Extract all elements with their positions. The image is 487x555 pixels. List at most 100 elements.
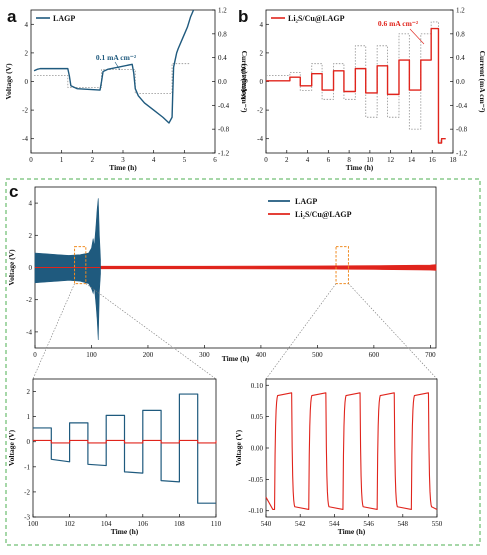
x-tick-label: 16	[429, 156, 437, 164]
connector-right-1	[265, 283, 337, 380]
plot-frame	[265, 9, 454, 154]
y-tick-label: -2	[26, 296, 32, 304]
x-tick-label: 2	[91, 156, 95, 164]
highlight-box-1	[74, 246, 87, 285]
y-tick-label: 2	[27, 388, 31, 396]
legend-label-lagp: LAGP	[53, 14, 75, 23]
connector-right-2	[348, 283, 438, 380]
x-tick-label: 550	[432, 520, 443, 528]
x-tick-label: 5	[183, 156, 187, 164]
x-tick-label: 10	[366, 156, 374, 164]
y-tick-label: 0.10	[251, 382, 264, 390]
zoom-connector-lines	[32, 283, 438, 380]
x-tick-label: 300	[199, 351, 210, 359]
y-tick-label: -3	[24, 514, 30, 522]
lagp-zoom-line	[33, 393, 216, 504]
y2-tick-label: 0.0	[218, 78, 227, 86]
y-tick-label: 0	[25, 78, 29, 86]
y-axis-label: Voltage (V)	[234, 429, 243, 466]
annotation-pointer-a	[114, 61, 121, 71]
panel-a: 0 1 2 3 4 5 6 -4 -2 0 2 4 Time (h) Voltage (V) -1.2 -0.…	[4, 7, 249, 173]
annotation-current-b: 0.6 mA cm⁻²	[378, 19, 419, 28]
y-tick-label: -4	[22, 135, 28, 143]
li2s-zoom-line	[265, 392, 438, 511]
y2-tick-label: -1.2	[218, 150, 230, 158]
y-axis-label: Voltage (V)	[239, 63, 248, 100]
annotation-current-a: 0.1 mA cm⁻²	[96, 53, 137, 62]
y2-tick-label: 1.2	[218, 7, 227, 15]
connector-left-2	[85, 283, 217, 380]
x-tick-label: 110	[211, 520, 222, 528]
x-axis-label: Time (h)	[111, 527, 139, 536]
y-tick-label: 0	[27, 438, 31, 446]
x-tick-label: 104	[101, 520, 112, 528]
x-tick-label: 500	[312, 351, 323, 359]
x-tick-label: 600	[369, 351, 380, 359]
y-axis-label: Voltage (V)	[7, 429, 16, 466]
y-tick-label: 1	[27, 413, 31, 421]
x-tick-label: 2	[285, 156, 289, 164]
x-tick-label: 12	[387, 156, 395, 164]
y-tick-label: 2	[260, 49, 264, 57]
y-tick-label: 4	[25, 21, 29, 29]
x-axis-label: Time (h)	[222, 354, 250, 363]
y-tick-label: 2	[29, 232, 33, 240]
annotation-pointer-b	[409, 28, 425, 45]
lagp-series-line	[33, 9, 195, 124]
y2-tick-label: -0.8	[218, 126, 230, 134]
x-tick-label: 542	[295, 520, 306, 528]
panel-c-inset-right: 540 542 544 546 548 550 -0.10 -0.05 0.00 0.05 0.10…	[234, 378, 443, 536]
x-tick-label: 548	[398, 520, 409, 528]
y-tick-label: -2	[22, 107, 28, 115]
x-tick-label: 102	[64, 520, 75, 528]
x-tick-label: 700	[425, 351, 436, 359]
panel-label-a: a	[7, 7, 17, 26]
x-axis-label: Time (h)	[109, 163, 137, 172]
x-tick-label: 108	[174, 520, 185, 528]
y-tick-label: -0.10	[248, 507, 263, 515]
y2-tick-label: -0.4	[456, 102, 468, 110]
y-tick-label: -4	[257, 135, 263, 143]
x-tick-label: 106	[138, 520, 149, 528]
x-tick-label: 6	[213, 156, 217, 164]
y2-tick-label: 1.2	[456, 7, 465, 15]
y2-tick-label: -0.4	[218, 102, 230, 110]
panel-label-b: b	[238, 7, 248, 26]
x-tick-label: 0	[264, 156, 268, 164]
y-tick-label: 0	[29, 264, 33, 272]
y-tick-label: 4	[29, 200, 33, 208]
plot-frame	[32, 378, 217, 518]
y-tick-label: 0.05	[251, 413, 264, 421]
x-tick-label: 100	[28, 520, 39, 528]
x-tick-label: 0	[33, 351, 37, 359]
y-tick-label: -0.05	[248, 476, 263, 484]
y2-tick-label: 0.4	[218, 54, 227, 62]
panel-c-inset-left: 100 102 104 106 108 110 -3 -2 -1 0 1 2 Time (h) Volta…	[7, 378, 222, 536]
y2-tick-label: 0.8	[456, 30, 465, 38]
y2-axis-label: Current (mA cm⁻²)	[478, 51, 487, 113]
li2s-zoom-line	[33, 439, 217, 444]
x-axis-label: Time (h)	[346, 163, 374, 172]
x-tick-label: 0	[29, 156, 33, 164]
y-tick-label: 0.00	[251, 445, 264, 453]
y-tick-label: 2	[25, 49, 29, 57]
x-tick-label: 4	[306, 156, 310, 164]
plot-frame	[30, 9, 216, 154]
x-tick-label: 3	[121, 156, 125, 164]
y-tick-label: 4	[260, 21, 264, 29]
connector-left-1	[32, 283, 75, 380]
legend-label-li2s: Li₂S/Cu@LAGP	[288, 14, 345, 23]
lagp-cycling-band	[34, 198, 101, 340]
x-tick-label: 200	[143, 351, 154, 359]
x-tick-label: 100	[86, 351, 97, 359]
x-tick-label: 540	[261, 520, 272, 528]
y-axis-label: Voltage (V)	[7, 249, 16, 286]
panel-c: 0 100 200 300 400 500 600 700 -4 -2 0 2 4 Time (h) Vol…	[7, 182, 437, 363]
current-series-line	[34, 63, 191, 94]
y-tick-label: -2	[257, 107, 263, 115]
x-tick-label: 546	[363, 520, 374, 528]
y2-axis-label: Current (mA cm⁻²)	[240, 51, 249, 113]
panel-label-c: c	[9, 182, 18, 201]
